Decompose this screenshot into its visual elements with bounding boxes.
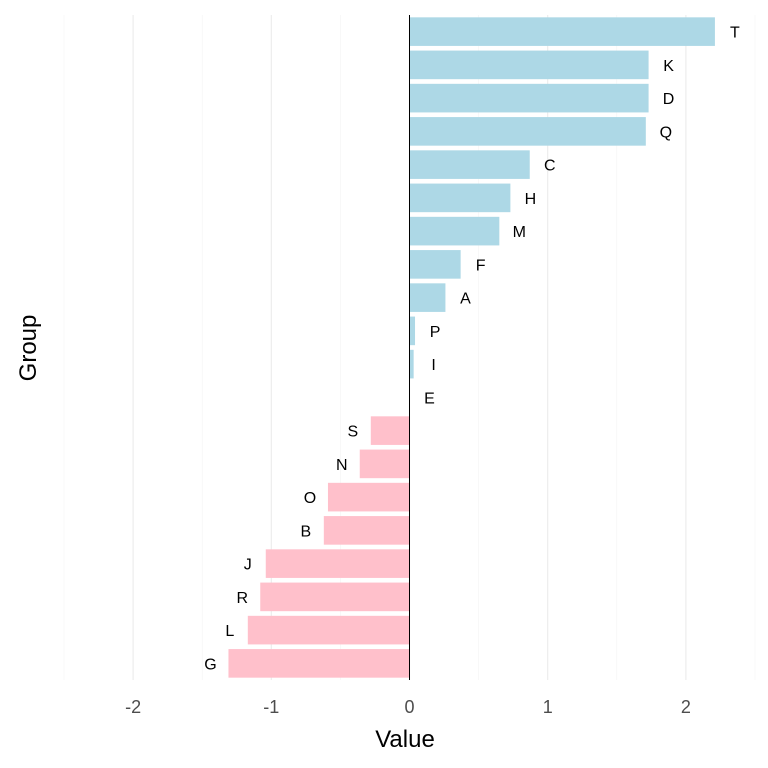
bar-r: [260, 582, 410, 612]
bar-c: [409, 150, 530, 179]
bar-g: [228, 649, 410, 678]
bar-j: [265, 549, 410, 578]
bar-label-b: B: [300, 523, 311, 540]
bar-t: [409, 17, 715, 46]
bar-q: [409, 117, 646, 146]
bar-label-d: D: [663, 91, 675, 108]
x-tick-label: -1: [263, 697, 279, 717]
x-tick-label: -2: [125, 697, 141, 717]
bar-label-r: R: [236, 590, 248, 607]
x-tick-labels: -2 -1 0 1 2: [125, 697, 691, 717]
bar-d: [409, 83, 649, 113]
bar-label-j: J: [244, 557, 252, 574]
bar-h: [409, 183, 511, 213]
bar-l: [247, 615, 410, 645]
bar-label-a: A: [460, 291, 471, 308]
bar-a: [409, 283, 446, 312]
bar-label-p: P: [430, 324, 441, 341]
bar-o: [327, 482, 410, 512]
bars: [228, 17, 715, 678]
bar-s: [370, 416, 410, 445]
bar-m: [409, 216, 500, 246]
x-axis-title: Value: [375, 726, 435, 753]
y-axis-title: Group: [15, 315, 42, 382]
x-tick-label: 0: [404, 697, 414, 717]
bar-p: [409, 316, 416, 346]
bar-n: [359, 449, 410, 479]
bar-k: [409, 50, 649, 80]
bar-label-e: E: [424, 390, 435, 407]
x-tick-label: 2: [681, 697, 691, 717]
bar-f: [409, 250, 461, 279]
bar-b: [323, 516, 410, 545]
bar-i: [409, 349, 414, 379]
bar-label-l: L: [225, 623, 234, 640]
x-tick-label: 1: [543, 697, 553, 717]
bar-label-h: H: [525, 191, 537, 208]
bar-label-k: K: [663, 58, 674, 75]
bar-label-n: N: [336, 457, 348, 474]
bar-label-g: G: [204, 656, 216, 673]
bar-label-o: O: [304, 490, 316, 507]
bar-label-m: M: [513, 224, 526, 241]
bar-label-q: Q: [660, 124, 672, 141]
bar-label-i: I: [431, 357, 435, 374]
bar-label-c: C: [544, 158, 556, 175]
bar-label-f: F: [476, 257, 486, 274]
bar-label-t: T: [730, 25, 740, 42]
bar-label-s: S: [347, 424, 358, 441]
